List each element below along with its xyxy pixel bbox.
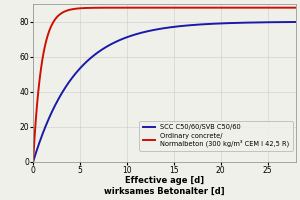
Ordinary concrete/
Normalbeton (300 kg/m³ CEM I 42,5 R): [294, 6, 298, 9]
Ordinary concrete/
Normalbeton (300 kg/m³ CEM I 42,5 R): [236, 6, 240, 9]
SCC C50/60/SVB C50/60: [241, 22, 244, 24]
Ordinary concrete/
Normalbeton (300 kg/m³ CEM I 42,5 R): [212, 6, 215, 9]
Line: Ordinary concrete/
Normalbeton (300 kg/m³ CEM I 42,5 R): Ordinary concrete/ Normalbeton (300 kg/m…: [33, 8, 296, 162]
Ordinary concrete/
Normalbeton (300 kg/m³ CEM I 42,5 R): [241, 6, 244, 9]
SCC C50/60/SVB C50/60: [31, 161, 35, 163]
SCC C50/60/SVB C50/60: [294, 21, 298, 23]
Ordinary concrete/
Normalbeton (300 kg/m³ CEM I 42,5 R): [31, 161, 35, 163]
SCC C50/60/SVB C50/60: [147, 30, 151, 32]
Ordinary concrete/
Normalbeton (300 kg/m³ CEM I 42,5 R): [147, 6, 151, 9]
Ordinary concrete/
Normalbeton (300 kg/m³ CEM I 42,5 R): [58, 13, 62, 16]
SCC C50/60/SVB C50/60: [212, 23, 215, 25]
Legend: SCC C50/60/SVB C50/60, Ordinary concrete/
Normalbeton (300 kg/m³ CEM I 42,5 R): SCC C50/60/SVB C50/60, Ordinary concrete…: [139, 121, 292, 151]
SCC C50/60/SVB C50/60: [58, 95, 62, 98]
X-axis label: Effective age [d]
wirksames Betonalter [d]: Effective age [d] wirksames Betonalter […: [104, 176, 225, 196]
SCC C50/60/SVB C50/60: [236, 22, 240, 24]
Line: SCC C50/60/SVB C50/60: SCC C50/60/SVB C50/60: [33, 22, 296, 162]
Ordinary concrete/
Normalbeton (300 kg/m³ CEM I 42,5 R): [137, 6, 141, 9]
SCC C50/60/SVB C50/60: [137, 32, 141, 34]
